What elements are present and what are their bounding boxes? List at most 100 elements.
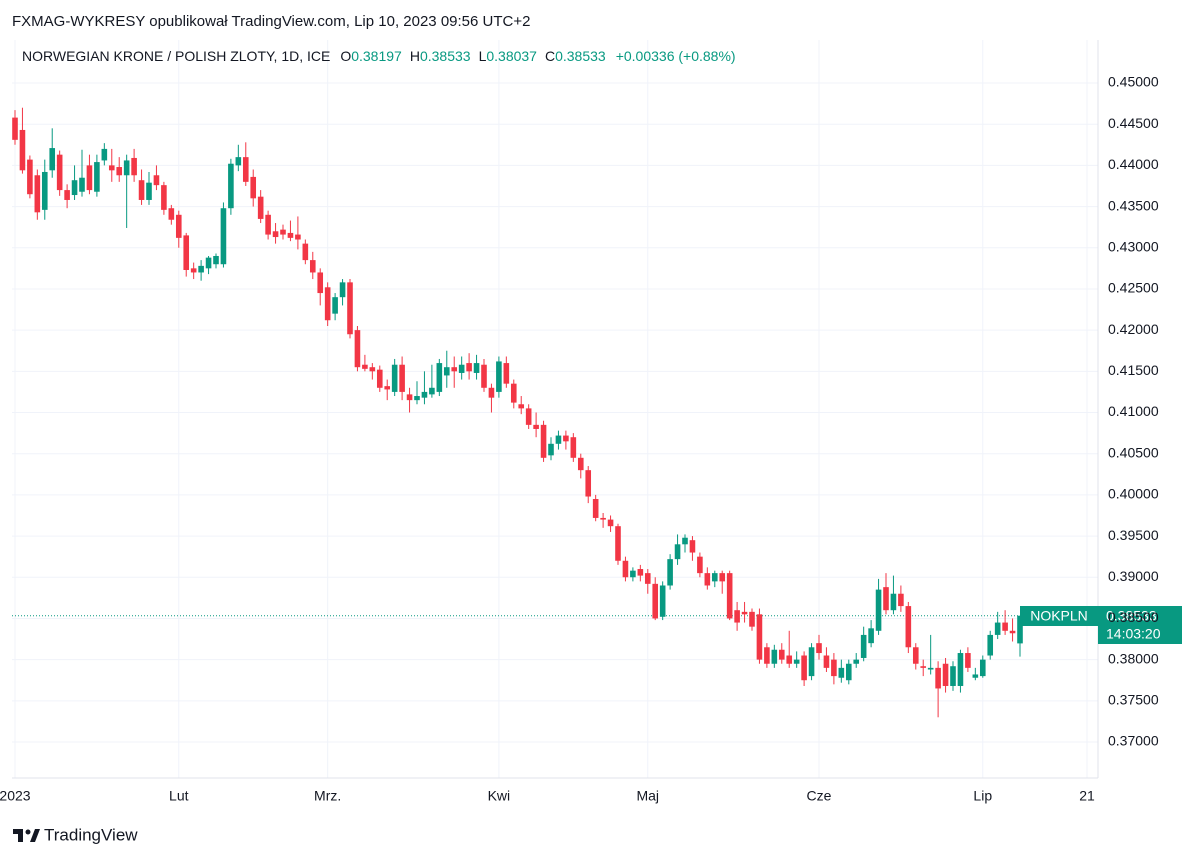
candle-body (972, 674, 979, 678)
price-tag: NOKPLN 0.38533 14:03:20 (1020, 606, 1182, 644)
candle-body (473, 363, 480, 373)
candle-body (994, 622, 1001, 635)
candle-body (630, 570, 636, 578)
candle-body (518, 404, 525, 409)
candle-body (332, 297, 338, 314)
candle-body (816, 643, 822, 654)
ohlc-key: O (340, 48, 351, 64)
candle-body (451, 367, 458, 372)
candle-body (421, 391, 428, 398)
candle-body (682, 537, 688, 545)
candle-body (205, 257, 212, 269)
candle-body (309, 260, 316, 273)
candle-body (190, 268, 197, 273)
ohlc-value: 0.38533 (555, 48, 606, 64)
ohlc-value: 0.38533 (420, 48, 471, 64)
symbol-tag-label: NOKPLN (1030, 608, 1088, 624)
candle-body (250, 176, 257, 199)
brand-name: TradingView (44, 825, 138, 844)
y-tick-label: 0.40000 (1108, 486, 1159, 502)
ohlc-key: C (545, 48, 555, 64)
candle-body (555, 435, 562, 444)
candle-body (1017, 615, 1023, 644)
candle-body (1002, 622, 1008, 631)
y-tick-label: 0.45000 (1108, 74, 1159, 90)
candle-body (302, 243, 309, 261)
grid (12, 40, 1098, 778)
candle-body (719, 573, 726, 582)
y-tick-label: 0.43500 (1108, 197, 1159, 213)
candle-body (41, 171, 48, 210)
candle-body (220, 208, 227, 265)
candle-body (391, 364, 398, 392)
candle-body (667, 559, 673, 586)
candle-body (265, 214, 271, 235)
candle-body (101, 148, 108, 161)
x-tick-label: Lut (169, 788, 189, 804)
candle-body (1009, 630, 1016, 634)
candle-body (324, 287, 331, 321)
candle-body (570, 437, 577, 458)
candle-body (749, 611, 755, 627)
candle-body (429, 387, 435, 395)
publisher-header: FXMAG-WYKRESY opublikował TradingView.co… (12, 13, 530, 30)
candle-body (644, 573, 651, 584)
candle-body (64, 190, 70, 200)
candle-body (533, 424, 539, 429)
candle-body (659, 585, 666, 617)
candle-body (34, 175, 41, 213)
candle-body (540, 424, 547, 458)
candle-body (711, 573, 718, 582)
candle-body (339, 282, 346, 298)
candle-body (957, 653, 964, 686)
candle-body (741, 611, 748, 615)
candle-body (935, 667, 941, 689)
candle-body (778, 649, 785, 660)
candle-body (592, 498, 599, 518)
candle-body (875, 589, 882, 631)
candle-body (808, 647, 815, 677)
candle-body (488, 387, 495, 398)
candle-body (734, 610, 740, 623)
candle-body (168, 208, 175, 220)
y-tick-label: 0.44000 (1108, 156, 1159, 172)
ohlc-key: L (479, 48, 487, 64)
y-tick-label: 0.43000 (1108, 238, 1159, 254)
y-tick-label: 0.39000 (1108, 568, 1159, 584)
candle-body (510, 383, 517, 403)
candle-body (615, 526, 621, 561)
x-tick-label: Lip (973, 788, 992, 804)
countdown-label: 14:03:20 (1106, 626, 1161, 642)
y-tick-label: 0.37500 (1108, 692, 1159, 708)
candle-body (860, 634, 867, 658)
candle-body (414, 396, 420, 401)
candle-body (27, 159, 33, 195)
ohlc-value: 0.38037 (486, 48, 537, 64)
candle-body (823, 655, 830, 668)
candle-body (384, 386, 391, 390)
y-tick-label: 0.38000 (1108, 650, 1159, 666)
change-value: +0.00336 (+0.88%) (616, 48, 736, 64)
logo-mark (25, 829, 31, 835)
candle-body (406, 394, 413, 401)
candle-body (912, 647, 919, 664)
candle-body (898, 593, 904, 607)
candle-body (19, 129, 26, 171)
candle-body (362, 364, 368, 369)
candle-body (242, 157, 249, 182)
candle-body (146, 182, 152, 200)
candle-body (280, 229, 286, 235)
x-tick-label: 21 (1079, 788, 1095, 804)
symbol-tag (1020, 606, 1098, 626)
candle-body (71, 180, 78, 196)
candle-body (987, 634, 994, 656)
last-price-tag (1098, 606, 1182, 644)
candle-body (890, 593, 897, 611)
y-tick-label: 0.42000 (1108, 321, 1159, 337)
candle-body (376, 369, 383, 388)
candle-body (443, 367, 450, 376)
candle-body (942, 663, 949, 686)
candle-body (123, 160, 130, 176)
